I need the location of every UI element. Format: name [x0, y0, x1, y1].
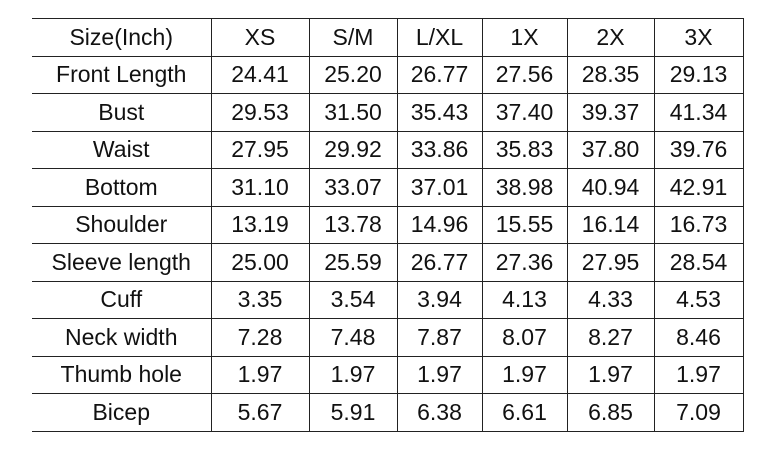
- table-cell: 4.13: [481, 280, 568, 319]
- column-header: XS: [210, 18, 310, 57]
- row-label: Thumb hole: [32, 355, 212, 394]
- table-cell: 1.97: [210, 355, 310, 394]
- table-cell: 8.27: [566, 318, 655, 357]
- table-row: Neck width 7.28 7.48 7.87 8.07 8.27 8.46: [32, 318, 744, 357]
- table-cell: 1.97: [566, 355, 655, 394]
- table-cell: 5.91: [308, 393, 398, 432]
- row-label: Shoulder: [32, 205, 212, 244]
- table-cell: 42.91: [653, 168, 744, 207]
- table-cell: 7.09: [653, 393, 744, 432]
- table-cell: 8.07: [481, 318, 568, 357]
- table-row: Bottom 31.10 33.07 37.01 38.98 40.94 42.91: [32, 168, 744, 207]
- column-header: Size(Inch): [32, 18, 212, 57]
- table-row: Bust 29.53 31.50 35.43 37.40 39.37 41.34: [32, 93, 744, 132]
- table-cell: 31.50: [308, 93, 398, 132]
- table-cell: 3.94: [396, 280, 483, 319]
- table-cell: 38.98: [481, 168, 568, 207]
- table-cell: 27.95: [210, 130, 310, 169]
- column-header: 2X: [566, 18, 655, 57]
- table-cell: 26.77: [396, 243, 483, 282]
- table-cell: 1.97: [308, 355, 398, 394]
- table-row: Waist 27.95 29.92 33.86 35.83 37.80 39.76: [32, 130, 744, 169]
- column-header: 1X: [481, 18, 568, 57]
- table-row: Shoulder 13.19 13.78 14.96 15.55 16.14 16.73: [32, 205, 744, 244]
- table-row: Front Length 24.41 25.20 26.77 27.56 28.35 29.…: [32, 55, 744, 94]
- header-row: Size(Inch) XS S/M L/XL 1X 2X 3X: [32, 18, 744, 57]
- table-cell: 37.80: [566, 130, 655, 169]
- table-row: Bicep 5.67 5.91 6.38 6.61 6.85 7.09: [32, 393, 744, 432]
- table-cell: 6.38: [396, 393, 483, 432]
- table-cell: 8.46: [653, 318, 744, 357]
- table-cell: 35.43: [396, 93, 483, 132]
- table-cell: 25.59: [308, 243, 398, 282]
- column-header: S/M: [308, 18, 398, 57]
- table-row: Sleeve length 25.00 25.59 26.77 27.36 27.95 28…: [32, 243, 744, 282]
- table-cell: 4.33: [566, 280, 655, 319]
- table-cell: 25.00: [210, 243, 310, 282]
- table-cell: 15.55: [481, 205, 568, 244]
- row-label: Neck width: [32, 318, 212, 357]
- table-cell: 27.56: [481, 55, 568, 94]
- table-cell: 29.13: [653, 55, 744, 94]
- table-cell: 33.07: [308, 168, 398, 207]
- table-cell: 29.92: [308, 130, 398, 169]
- table-cell: 16.14: [566, 205, 655, 244]
- row-label: Sleeve length: [32, 243, 212, 282]
- table-cell: 14.96: [396, 205, 483, 244]
- table-cell: 41.34: [653, 93, 744, 132]
- row-label: Bicep: [32, 393, 212, 432]
- table-cell: 24.41: [210, 55, 310, 94]
- table-cell: 13.19: [210, 205, 310, 244]
- table-cell: 26.77: [396, 55, 483, 94]
- table-cell: 16.73: [653, 205, 744, 244]
- row-label: Bottom: [32, 168, 212, 207]
- table-cell: 37.40: [481, 93, 568, 132]
- table-cell: 1.97: [481, 355, 568, 394]
- table-cell: 28.35: [566, 55, 655, 94]
- row-label: Bust: [32, 93, 212, 132]
- size-chart-table: Size(Inch) XS S/M L/XL 1X 2X 3X Front Length 24.…: [32, 18, 744, 432]
- column-header: 3X: [653, 18, 744, 57]
- table-cell: 39.37: [566, 93, 655, 132]
- row-label: Front Length: [32, 55, 212, 94]
- table-cell: 35.83: [481, 130, 568, 169]
- table-cell: 25.20: [308, 55, 398, 94]
- table-cell: 27.95: [566, 243, 655, 282]
- table-cell: 6.85: [566, 393, 655, 432]
- table-cell: 7.87: [396, 318, 483, 357]
- table-cell: 5.67: [210, 393, 310, 432]
- table-cell: 3.54: [308, 280, 398, 319]
- table-cell: 4.53: [653, 280, 744, 319]
- row-label: Cuff: [32, 280, 212, 319]
- table-cell: 39.76: [653, 130, 744, 169]
- table-cell: 31.10: [210, 168, 310, 207]
- table-cell: 1.97: [653, 355, 744, 394]
- table-row: Cuff 3.35 3.54 3.94 4.13 4.33 4.53: [32, 280, 744, 319]
- table-cell: 28.54: [653, 243, 744, 282]
- table-cell: 3.35: [210, 280, 310, 319]
- table-cell: 27.36: [481, 243, 568, 282]
- table-cell: 6.61: [481, 393, 568, 432]
- table-cell: 40.94: [566, 168, 655, 207]
- table-cell: 7.28: [210, 318, 310, 357]
- table-row: Thumb hole 1.97 1.97 1.97 1.97 1.97 1.97: [32, 355, 744, 394]
- table-cell: 29.53: [210, 93, 310, 132]
- table-cell: 7.48: [308, 318, 398, 357]
- table-cell: 13.78: [308, 205, 398, 244]
- table-cell: 37.01: [396, 168, 483, 207]
- table-cell: 33.86: [396, 130, 483, 169]
- table-cell: 1.97: [396, 355, 483, 394]
- row-label: Waist: [32, 130, 212, 169]
- column-header: L/XL: [396, 18, 483, 57]
